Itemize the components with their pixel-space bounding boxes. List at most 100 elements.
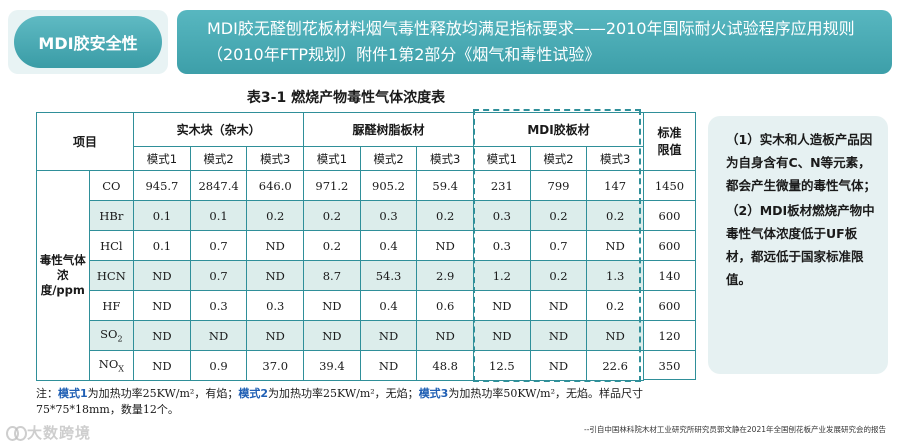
value-cell: 0.2: [586, 200, 644, 231]
standard-limit-cell: 140: [644, 261, 695, 291]
mode-header: 模式2: [529, 146, 588, 171]
value-cell: 0.2: [529, 200, 588, 231]
table-row: 毒性气体浓度/ppm CO 945.7 2847.4 646.0 971.2 905.2 59…: [36, 170, 644, 381]
footnote-mode1: 模式1: [58, 387, 88, 400]
value-cell: 0.1: [189, 200, 248, 231]
standard-limit-header: 标准 限值: [644, 113, 695, 171]
value-cell: 147: [586, 170, 644, 201]
value-cell: ND: [359, 320, 418, 351]
source-citation: --引自中国林科院木材工业研究所研究员郭文静在2021年全国刨花板产业发展研究会…: [584, 425, 886, 434]
value-cell: 2.9: [416, 260, 475, 291]
value-cell: 0.2: [529, 260, 588, 291]
gas-name: NOX: [88, 350, 135, 381]
value-cell: 945.7: [133, 170, 191, 201]
standard-limit-cell: 600: [644, 291, 695, 321]
value-cell: ND: [359, 350, 418, 381]
footnote-prefix: 注：: [36, 387, 58, 400]
value-cell: 0.6: [416, 290, 475, 321]
item-header: 项目: [35, 112, 135, 171]
value-cell: 646.0: [246, 170, 305, 201]
value-cell: 0.2: [246, 200, 305, 231]
watermark-logo-icon: [6, 425, 27, 441]
mode-header: 模式3: [416, 146, 475, 171]
value-cell: 0.7: [189, 260, 248, 291]
gas-formula: CO: [102, 178, 121, 193]
value-cell: 1.3: [586, 260, 644, 291]
value-cell: 39.4: [303, 350, 361, 381]
value-cell: ND: [133, 290, 191, 321]
value-cell: 1.2: [473, 260, 531, 291]
value-cell: 0.7: [189, 230, 248, 261]
value-cell: ND: [133, 260, 191, 291]
table-row: HCl 0.1 0.7 ND 0.2 0.4 ND 0.3 0.7 ND: [37, 230, 644, 261]
gas-formula: HBr: [99, 208, 124, 223]
value-cell: 2847.4: [189, 170, 248, 201]
gas-formula: HCN: [96, 268, 126, 283]
value-cell: ND: [189, 320, 248, 351]
table-row: HBr 0.1 0.1 0.2 0.2 0.3 0.2 0.3 0.2 0.2: [37, 200, 644, 231]
standard-limit-cell: 600: [644, 231, 695, 261]
value-cell: 12.5: [473, 350, 531, 381]
table-row: HF ND 0.3 0.3 ND 0.4 0.6 ND ND 0.2: [37, 290, 644, 321]
mode-header: 模式1: [303, 146, 361, 171]
value-cell: 8.7: [303, 260, 361, 291]
conclusion-note: （2）MDI板材燃烧产物中毒性气体浓度低于UF板材，都远低于国家标准限值。: [726, 203, 875, 287]
gas-name: HBr: [88, 200, 135, 231]
page-title: MDI胶无醛刨花板材料烟气毒性释放均满足指标要求——2010年国际耐火试验程序应…: [177, 10, 892, 74]
value-cell: 0.1: [133, 230, 191, 261]
mode-header: 模式3: [246, 146, 305, 171]
footnote-mode2-text: 为加热功率25KW/m²，无焰；: [268, 387, 419, 400]
watermark: 大数跨境: [6, 422, 91, 443]
table-row: HCN ND 0.7 ND 8.7 54.3 2.9 1.2 0.2 1.3: [37, 260, 644, 291]
mode-header: 模式1: [473, 146, 531, 171]
value-cell: ND: [586, 320, 644, 351]
value-cell: 0.2: [586, 290, 644, 321]
value-cell: 37.0: [246, 350, 305, 381]
value-cell: 0.2: [303, 230, 361, 261]
value-cell: ND: [246, 260, 305, 291]
value-cell: ND: [133, 320, 191, 351]
value-cell: ND: [416, 230, 475, 261]
value-cell: ND: [416, 320, 475, 351]
value-cell: 0.7: [529, 230, 588, 261]
value-cell: ND: [529, 320, 588, 351]
value-cell: 0.2: [303, 200, 361, 231]
gas-name: HCl: [88, 230, 135, 261]
group-header-uf: 脲醛树脂板材: [303, 112, 475, 147]
group-header-mdi: MDI胶板材: [473, 112, 644, 147]
value-cell: ND: [303, 290, 361, 321]
value-cell: ND: [246, 230, 305, 261]
value-cell: 0.4: [359, 230, 418, 261]
value-cell: 971.2: [303, 170, 361, 201]
section-label-box: MDI胶安全性: [8, 10, 168, 74]
table-title: 表3-1 燃烧产物毒性气体浓度表: [246, 90, 446, 106]
footnote-mode2: 模式2: [238, 387, 268, 400]
value-cell: ND: [133, 350, 191, 381]
standard-limit-column: 标准 限值 1450 600 600 140 600 120 350: [644, 112, 696, 380]
standard-limit-cell: 1450: [644, 171, 695, 201]
table-row: NOX ND 0.9 37.0 39.4 ND 48.8 12.5 ND 22.6: [37, 350, 644, 381]
value-cell: 22.6: [586, 350, 644, 381]
mode-header: 模式2: [359, 146, 418, 171]
value-cell: 0.3: [246, 290, 305, 321]
value-cell: 799: [529, 170, 588, 201]
value-cell: ND: [473, 290, 531, 321]
value-cell: 0.3: [189, 290, 248, 321]
gas-name: HF: [88, 290, 135, 321]
value-cell: 0.3: [359, 200, 418, 231]
standard-limit-cell: 600: [644, 201, 695, 231]
gas-subscript: X: [118, 364, 124, 374]
gas-name: SO2: [88, 320, 135, 351]
table-row: SO2 ND ND ND ND ND ND ND ND ND: [37, 320, 644, 351]
footnote-mode3-text: 为加热功率50KW/m²，无焰。样品尺寸75*75*18mm，数量12个。: [36, 387, 644, 416]
value-cell: 0.3: [473, 200, 531, 231]
conclusion-note: （1）实木和人造板产品因为自身含有C、N等元素，都会产生微量的毒性气体；: [726, 132, 877, 193]
group-header-wood: 实木块（杂木）: [133, 112, 305, 147]
value-cell: 48.8: [416, 350, 475, 381]
mode-header: 模式1: [133, 146, 191, 171]
value-cell: ND: [303, 320, 361, 351]
gas-formula: SO: [100, 327, 118, 342]
standard-limit-cell: 350: [658, 359, 681, 373]
value-cell: 0.2: [416, 200, 475, 231]
value-cell: 231: [473, 170, 531, 201]
